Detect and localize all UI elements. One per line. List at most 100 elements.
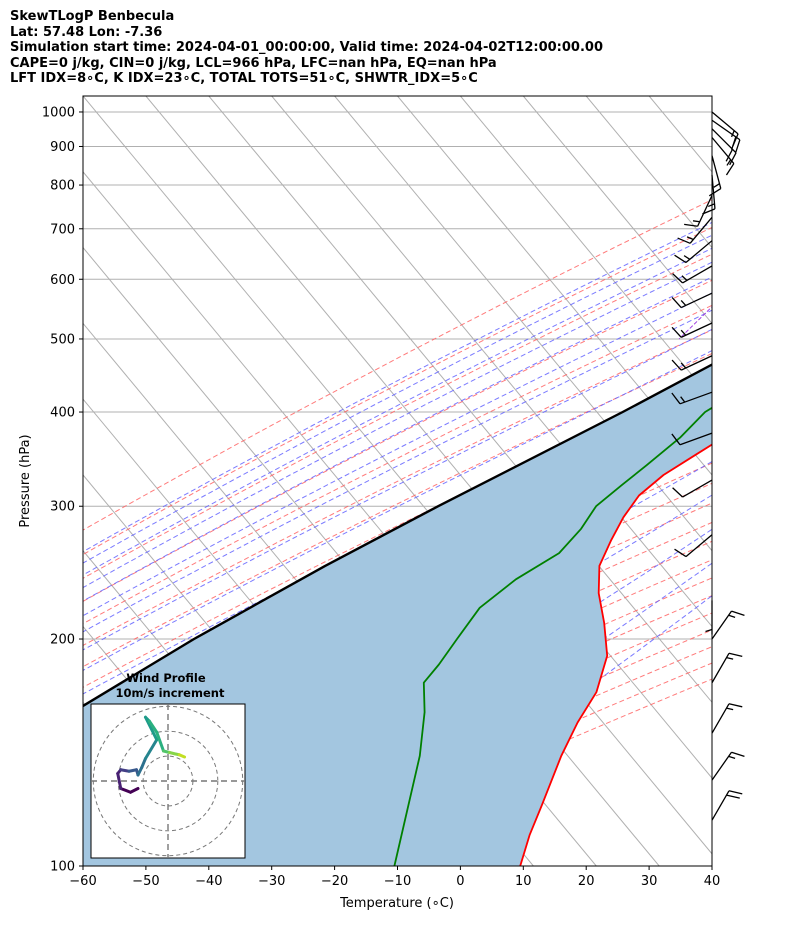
wind-barb-staff (685, 534, 713, 558)
dry-adiabat-line (83, 376, 712, 688)
wind-barb-feather (729, 152, 737, 166)
wind-barb-feather (672, 273, 683, 284)
wind-barb-staff (689, 216, 713, 244)
wind-barb-feather (674, 254, 687, 264)
wind-barb (705, 600, 713, 635)
x-tick-label: 20 (578, 874, 595, 889)
isotherm-line (648, 96, 712, 173)
temperature-profile-line (519, 443, 712, 866)
wind-barb-staff (711, 610, 733, 640)
hodograph-segment (140, 757, 147, 769)
moist-adiabat-line (83, 234, 712, 564)
x-tick-label: −10 (384, 874, 411, 889)
wind-barb-staff (711, 174, 716, 209)
wind-barb (702, 174, 716, 215)
wind-barb-half-feather (683, 255, 691, 260)
wind-barb-feather (730, 136, 737, 151)
moist-adiabat-line (83, 247, 712, 576)
wind-barb-staff (680, 322, 713, 338)
wind-barb-half-feather (726, 159, 732, 166)
isotherm-line (145, 96, 712, 779)
moist-adiabat-line (83, 309, 712, 633)
parcel-profile-line (83, 363, 712, 708)
wind-barb-staff (711, 155, 722, 189)
isotherm-line (775, 96, 794, 866)
wind-barb-staff (697, 195, 713, 227)
y-tick-label: 100 (50, 860, 75, 875)
wind-barb-feather (671, 392, 681, 405)
wind-barb-half-feather (681, 275, 688, 281)
hodograph-segment (144, 738, 159, 760)
convective-parameters: CAPE=0 j/kg, CIN=0 j/kg, LCL=966 hPa, LF… (10, 55, 497, 71)
chart-title-block: SkewTLogP Benbecula Lat: 57.48 Lon: -7.3… (10, 9, 603, 87)
y-tick-label: 1000 (42, 105, 75, 120)
wind-barb-feather (731, 751, 745, 758)
moist-adiabat-line (83, 494, 712, 838)
wind-barb-feather (725, 148, 734, 162)
x-tick-label: 40 (704, 874, 721, 889)
y-tick-label: 200 (50, 633, 75, 648)
wind-barb (677, 216, 713, 244)
y-tick-label: 300 (50, 500, 75, 515)
wind-barb-staff (711, 751, 733, 781)
hodograph-segment (147, 719, 159, 734)
wind-barb-staff (679, 432, 713, 446)
wind-barb-feather (671, 297, 682, 308)
wind-barb (671, 391, 713, 405)
wind-barb-feather (677, 237, 691, 244)
wind-barb-feather (708, 187, 722, 197)
wind-barb-staff (711, 128, 737, 154)
dewpoint-profile-line (393, 406, 712, 866)
wind-barb-feather (671, 326, 682, 338)
isotherm-line (83, 96, 712, 855)
moist-adiabat-line (83, 328, 712, 651)
isotherm-line (585, 96, 712, 249)
wind-barb-staff (680, 292, 713, 309)
wind-barb-feather (728, 790, 743, 795)
wind-barb (711, 652, 743, 684)
wind-barb-feather (671, 359, 682, 371)
wind-barb-half-feather (726, 656, 734, 660)
wind-barb (711, 790, 743, 821)
isotherm-line (397, 96, 712, 476)
wind-barb (671, 432, 713, 446)
wind-barb (671, 322, 713, 338)
moist-adiabat-line (83, 261, 712, 589)
wind-barb-half-feather (680, 299, 687, 306)
wind-barb (711, 128, 737, 166)
wind-barb-feather (725, 163, 735, 176)
wind-barb (711, 610, 745, 640)
x-tick-label: −60 (69, 874, 96, 889)
wind-barb-feather (735, 139, 741, 153)
wind-barb (711, 119, 741, 153)
wind-barb-feather (728, 703, 743, 708)
x-tick-label: 10 (515, 874, 532, 889)
y-tick-label: 800 (50, 179, 75, 194)
y-tick-label: 500 (50, 332, 75, 347)
moist-adiabat-line (83, 276, 712, 602)
x-tick-label: −50 (132, 874, 159, 889)
x-tick-label: 30 (641, 874, 658, 889)
wind-barb-feather (674, 548, 687, 558)
chart-title: SkewTLogP Benbecula (10, 9, 175, 24)
wind-barb-half-feather (713, 183, 720, 188)
wind-barb-staff (679, 391, 713, 405)
wind-barb-half-feather (692, 220, 700, 223)
hodograph-segment (177, 753, 186, 759)
wind-barb-staff (685, 240, 713, 264)
wind-barb-half-feather (680, 362, 687, 369)
hodograph-segment (119, 787, 132, 794)
wind-barb-staff (711, 137, 735, 164)
wind-barb-staff (682, 479, 713, 498)
x-tick-label: 0 (456, 874, 464, 889)
y-tick-label: 400 (50, 406, 75, 421)
mixing-ratio-line (740, 96, 794, 339)
wind-barb-half-feather (680, 396, 686, 403)
wind-barb (674, 240, 713, 264)
wind-barb-staff (711, 119, 741, 141)
wind-barb-staff (711, 703, 730, 734)
wind-barb (711, 703, 743, 734)
isotherm-line (83, 853, 94, 866)
wind-barb (672, 265, 713, 284)
